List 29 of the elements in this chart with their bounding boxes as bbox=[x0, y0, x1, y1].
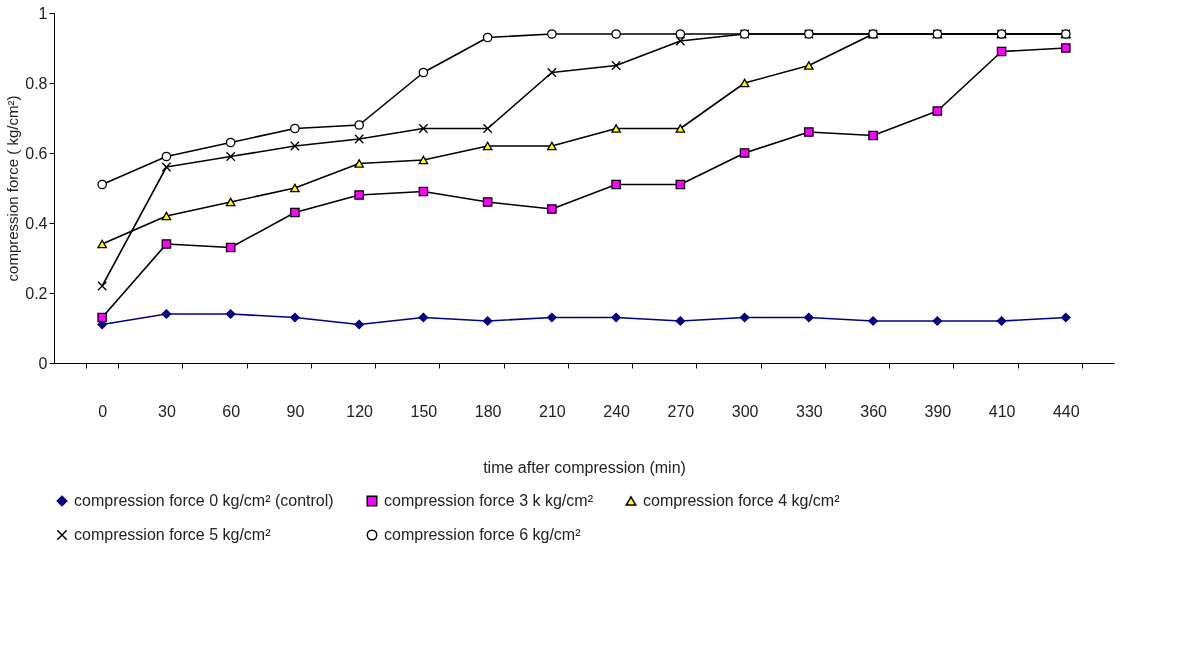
legend-label: compression force 0 kg/cm² (control) bbox=[74, 492, 334, 509]
x-tick-label: 60 bbox=[222, 402, 241, 420]
y-axis-title: compression force ( kg/cm²) bbox=[4, 95, 22, 282]
legend-label: compression force 3 k kg/cm² bbox=[384, 492, 594, 509]
x-tick-label: 390 bbox=[924, 402, 952, 420]
y-tick-label: 0 bbox=[38, 354, 48, 372]
x-tick-label: 90 bbox=[286, 402, 305, 420]
x-tick-label: 330 bbox=[796, 402, 823, 420]
y-tick-label: 0.2 bbox=[25, 284, 48, 302]
x-axis-title: time after compression (min) bbox=[483, 458, 686, 476]
x-tick-label: 360 bbox=[860, 402, 888, 420]
x-tick-label: 120 bbox=[346, 402, 374, 420]
x-tick-label: 240 bbox=[603, 402, 631, 420]
x-tick-label: 0 bbox=[98, 402, 108, 420]
y-tick-label: 0.4 bbox=[25, 214, 48, 232]
legend-label: compression force 4 kg/cm² bbox=[643, 492, 841, 509]
x-tick-label: 180 bbox=[474, 402, 502, 420]
x-tick-label: 410 bbox=[988, 402, 1016, 420]
x-tick-label: 150 bbox=[410, 402, 438, 420]
x-tick-label: 210 bbox=[539, 402, 566, 420]
x-tick-label: 30 bbox=[158, 402, 176, 420]
y-tick-label: 1 bbox=[38, 4, 48, 22]
x-tick-label: 270 bbox=[667, 402, 695, 420]
y-tick-label: 0.8 bbox=[25, 74, 48, 92]
legend-label: compression force 5 kg/cm² bbox=[74, 526, 272, 543]
x-tick-label: 300 bbox=[731, 402, 759, 420]
y-tick-label: 0.6 bbox=[25, 144, 48, 162]
x-tick-label: 440 bbox=[1052, 402, 1080, 420]
legend-label: compression force 6 kg/cm² bbox=[384, 526, 582, 543]
